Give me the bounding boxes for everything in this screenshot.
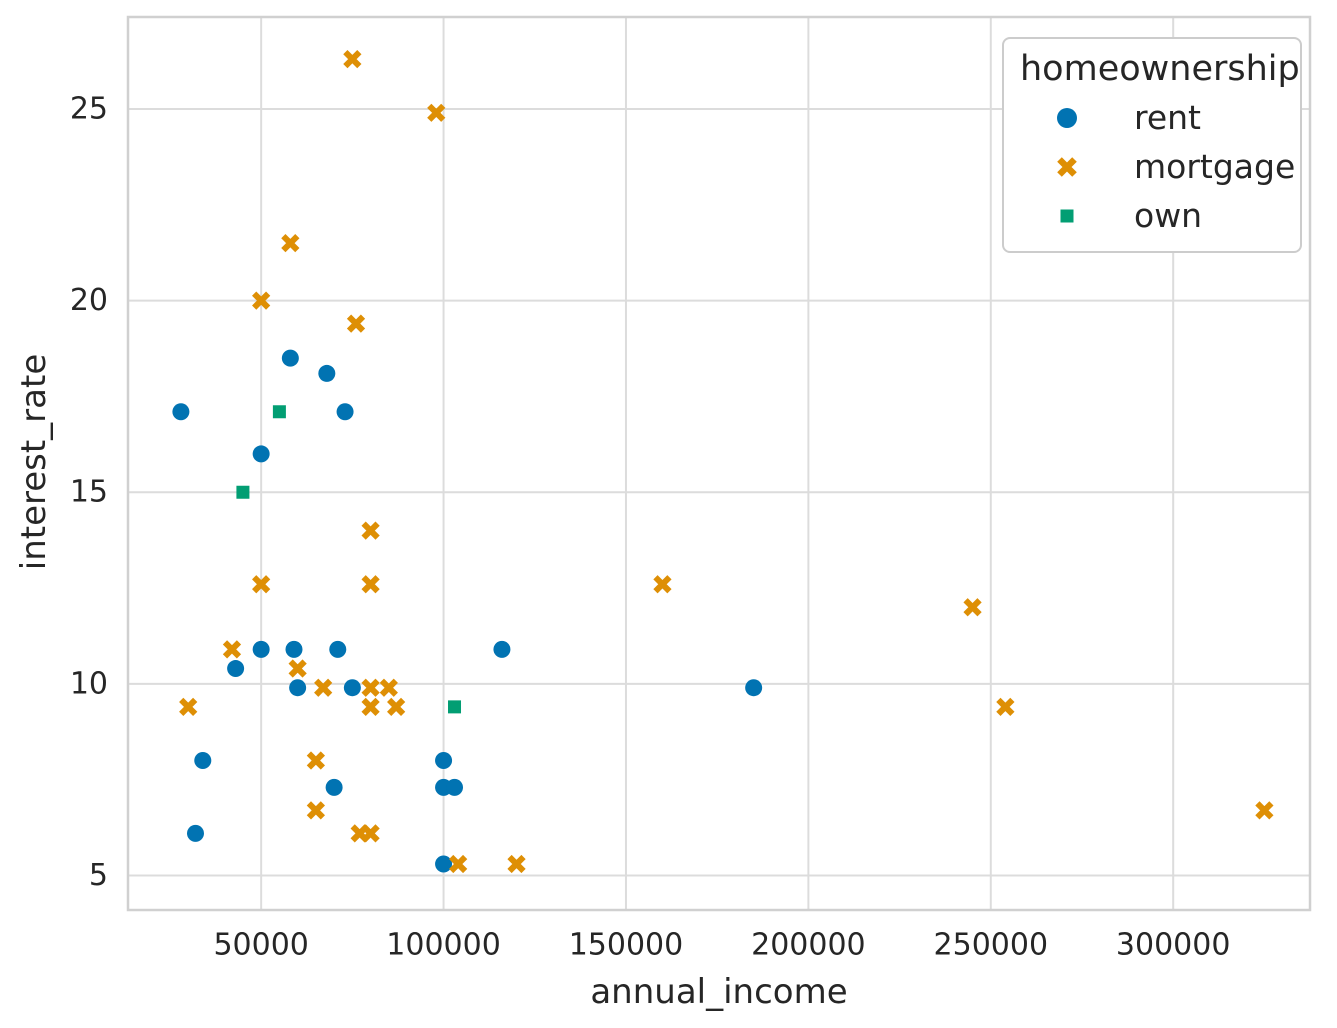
data-point-mortgage: [361, 521, 380, 540]
data-point-rent: [745, 679, 763, 697]
x-tick-label: 50000: [213, 928, 308, 963]
y-tick-label: 25: [70, 91, 108, 126]
x-axis-label: annual_income: [590, 972, 848, 1012]
data-point-rent: [281, 349, 299, 367]
data-point-mortgage: [306, 751, 326, 770]
data-point-rent: [435, 752, 453, 770]
data-point-mortgage: [306, 801, 326, 820]
data-point-mortgage: [361, 824, 380, 843]
data-point-mortgage: [963, 598, 982, 617]
data-point-mortgage: [361, 697, 380, 716]
data-point-mortgage: [1255, 801, 1274, 820]
data-point-rent: [252, 445, 270, 463]
y-tick-label: 20: [70, 283, 108, 318]
data-point-rent: [289, 679, 307, 697]
data-point-mortgage: [379, 678, 398, 697]
y-tick-label: 15: [70, 475, 108, 510]
data-point-rent: [325, 778, 343, 796]
legend-item-own: own: [1004, 191, 1300, 240]
data-point-mortgage: [179, 697, 198, 716]
x-tick-label: 300000: [1116, 928, 1231, 963]
data-point-mortgage: [346, 314, 366, 333]
x-tick-label: 150000: [569, 928, 684, 963]
data-point-rent: [336, 403, 354, 421]
mortgage-x-icon: [1057, 156, 1077, 177]
data-point-rent: [194, 752, 212, 770]
plot-border: [126, 15, 1312, 912]
data-point-rent: [343, 679, 361, 697]
data-point-rent: [227, 660, 245, 678]
legend-item-rent: rent: [1004, 93, 1300, 142]
own-square-icon: [1060, 209, 1074, 222]
rent-circle-icon: [1057, 107, 1077, 128]
x-tick-label: 250000: [934, 928, 1049, 963]
data-point-rent: [318, 364, 336, 382]
data-point-mortgage: [996, 697, 1015, 716]
data-point-rent: [172, 403, 190, 421]
legend-title: homeownership: [1020, 49, 1300, 89]
x-tick-label: 100000: [386, 928, 501, 963]
data-point-own: [448, 700, 462, 714]
data-point-own: [272, 405, 286, 419]
data-point-rent: [435, 855, 453, 873]
data-point-mortgage: [222, 640, 242, 659]
data-point-mortgage: [387, 697, 406, 716]
data-point-mortgage: [361, 678, 380, 697]
legend-label-own: own: [1134, 196, 1203, 235]
data-point-mortgage: [343, 50, 362, 69]
data-point-mortgage: [653, 575, 672, 594]
legend-label-mortgage: mortgage: [1134, 147, 1296, 186]
y-tick-label: 10: [70, 666, 108, 701]
data-point-mortgage: [361, 575, 380, 594]
data-point-rent: [329, 640, 347, 658]
data-point-mortgage: [314, 678, 333, 697]
data-point-mortgage: [449, 854, 468, 874]
data-point-rent: [252, 640, 270, 658]
x-tick-label: 200000: [751, 928, 866, 963]
data-point-own: [236, 485, 250, 499]
y-axis-label: interest_rate: [14, 353, 54, 571]
data-point-mortgage: [252, 291, 271, 310]
data-point-rent: [446, 778, 464, 796]
legend: homeownership rent mortgage own: [1002, 37, 1302, 253]
legend-item-mortgage: mortgage: [1004, 142, 1300, 191]
data-point-rent: [285, 640, 303, 658]
data-point-mortgage: [252, 575, 271, 594]
data-point-mortgage: [507, 854, 526, 874]
data-point-mortgage: [288, 659, 307, 678]
data-point-mortgage: [281, 234, 300, 253]
y-tick-label: 5: [89, 858, 108, 893]
data-point-mortgage: [427, 103, 446, 122]
data-point-rent: [186, 824, 204, 842]
data-point-rent: [493, 640, 511, 658]
legend-label-rent: rent: [1134, 98, 1201, 137]
